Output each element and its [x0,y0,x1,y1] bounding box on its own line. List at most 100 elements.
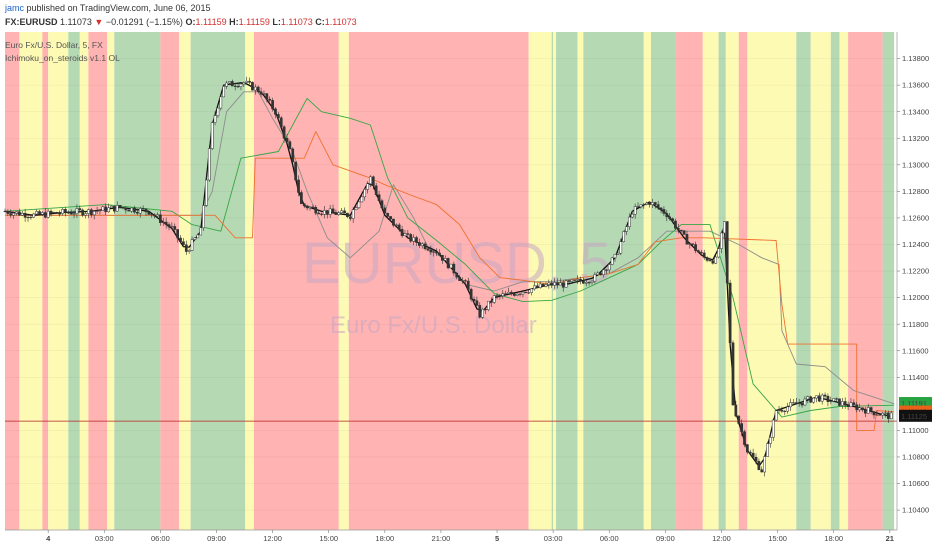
y-tick-label: 1.10800 [902,453,929,462]
candle-body [417,242,421,246]
candle-body [875,414,879,416]
candle-body [403,233,407,236]
candle-body [843,401,847,406]
y-tick-label: 1.11600 [902,346,929,355]
candle-body [826,395,830,402]
candle-body [780,409,784,412]
high-value: 1.11159 [238,17,270,27]
candle-body [861,407,864,411]
band-red [675,32,703,530]
candle-body [81,209,85,216]
candle-body [205,179,208,206]
candle-body [256,86,260,93]
candle-body [605,269,608,271]
candle-body [754,456,758,462]
candle-body [682,230,686,235]
candle-body [855,404,859,411]
candle-body [274,108,277,115]
time-axis[interactable]: 4 03:00 06:00 09:00 12:00 15:00 18:00 21:00 5 03:… [5,529,897,543]
candle-body [587,282,591,284]
candle-body [783,410,787,413]
candle-body [688,243,692,245]
price-axis[interactable]: 1.13800 1.13600 1.13400 1.13200 1.13000 1.128… [896,0,932,550]
band-green [796,32,811,530]
publish-info: published on TradingView.com, June 06, 2… [26,3,211,13]
y-tick-label: 1.13200 [902,134,929,143]
candle-body [184,244,188,252]
candle-body [803,398,807,406]
candle-body [164,221,168,225]
candle-body [573,279,577,281]
publisher-user[interactable]: jamc [5,3,25,13]
candle-body [694,244,697,252]
candle-body [484,308,487,311]
candle-body [374,185,378,195]
candle-body [607,264,611,271]
candle-body [285,137,289,142]
candle-body [386,212,390,217]
band-red [42,32,49,530]
candlesticks[interactable] [3,76,893,477]
candle-body [366,183,369,190]
band-green [583,32,644,530]
candle-body [797,402,801,405]
candle-body [406,233,410,235]
candle-body [651,202,654,205]
legend-indicator[interactable]: Ichimoku_on_steroids v1.1 OL [5,53,120,63]
candle-body [193,237,197,240]
candle-body [558,282,562,286]
candle-body [253,86,257,91]
candle-body [41,212,44,215]
candle-body [878,414,882,416]
candle-body [64,209,67,213]
symbol-ticker[interactable]: FX:EURUSD [5,17,58,27]
band-yellow [810,32,831,530]
x-tick-label: 21:00 [432,534,451,543]
candle-body [872,411,876,416]
candle-body [645,202,649,205]
symbol-line: FX:EURUSD 1.11073 ▼ −0.01291 (−1.15%) O:… [5,17,357,27]
last-price: 1.11073 [60,17,92,27]
candle-body [832,398,836,402]
candle-body [504,293,508,295]
candle-body [443,258,447,261]
candle-body [869,407,873,412]
candle-body [849,402,853,407]
candle-body [786,406,790,412]
candle-body [351,209,355,219]
legend-instrument[interactable]: Euro Fx/U.S. Dollar, 5, FX [5,40,103,50]
candle-body [147,211,151,215]
candle-body [397,224,401,230]
candle-body [616,252,620,255]
senkou-span-line [5,91,895,405]
candle-body [527,292,531,294]
candle-body [743,431,746,445]
candle-body [216,107,220,116]
candle-body [668,216,672,219]
band-red [160,32,180,530]
candle-body [311,206,315,208]
candle-body [455,272,459,278]
candle-body [46,210,50,218]
candle-body [507,291,510,294]
band-red [5,32,20,530]
candle-body [633,206,637,215]
candle-body [196,234,200,239]
candle-body [461,280,464,282]
candle-body [207,148,211,181]
candle-body [481,308,485,318]
candle-body [251,82,254,91]
candle-body [55,212,59,214]
candle-body [642,204,646,206]
candle-body [279,117,283,128]
candle-body [394,224,398,226]
price-grid [5,58,897,511]
candle-body [771,419,775,438]
candle-body [138,208,142,214]
candle-body [622,231,625,242]
candle-body [452,263,456,274]
candle-body [751,452,755,458]
candle-body [538,283,542,288]
candle-body [610,257,614,265]
